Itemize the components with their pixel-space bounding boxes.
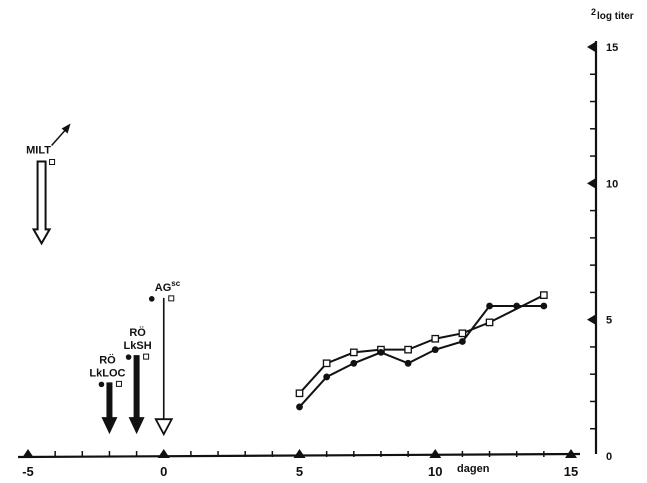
annotation-square-marker — [115, 380, 122, 387]
data-point-square — [540, 291, 548, 299]
data-point-square — [431, 334, 440, 343]
y-tick-label: 0 — [606, 451, 612, 463]
data-point-dot — [431, 346, 439, 354]
data-point-dot — [513, 302, 521, 310]
data-point-square — [349, 348, 358, 357]
y-major-tick-triangle — [587, 313, 597, 326]
x-axis-label: dagen — [457, 463, 490, 475]
data-point-square — [404, 345, 412, 354]
x-tick-label: 15 — [564, 464, 578, 479]
series-open-square — [295, 291, 548, 398]
x-major-tick-triangle — [565, 449, 577, 458]
annotation-dot-marker — [125, 354, 132, 360]
series-filled-circle — [296, 302, 548, 411]
annotation-label: AGsc — [155, 279, 181, 294]
filled-down-arrow — [128, 355, 145, 435]
data-point-dot — [323, 373, 331, 381]
annotation-arrow: MILT — [26, 123, 71, 246]
annotation-square-marker — [49, 159, 56, 166]
data-point-square — [295, 389, 304, 398]
open-down-arrow — [31, 160, 52, 246]
filled-down-arrow — [101, 382, 118, 435]
annotation-dot-marker — [98, 381, 105, 388]
diagonal-arrow-head — [61, 123, 71, 134]
data-point-square — [458, 329, 467, 338]
x-major-tick-triangle — [293, 449, 306, 458]
x-major-tick-triangle — [429, 449, 442, 458]
data-point-square — [322, 359, 331, 368]
data-point-dot — [350, 359, 358, 367]
x-major-tick-triangle — [22, 449, 34, 458]
open-arrow-head — [154, 418, 174, 437]
data-point-square — [485, 318, 494, 327]
series-line — [298, 305, 544, 408]
annotation-label-line1: RÖ — [129, 326, 146, 339]
annotation-label-line2: LkSH — [124, 340, 152, 352]
annotation-label: MILT — [26, 145, 51, 157]
data-point-dot — [377, 348, 385, 356]
y-tick-label: 5 — [606, 315, 612, 327]
series-line — [298, 294, 545, 394]
annotation-square-marker — [143, 353, 150, 360]
x-tick-label: 0 — [160, 464, 167, 479]
data-point-dot — [404, 359, 412, 367]
y-major-tick-triangle — [587, 41, 597, 53]
annotation-square-marker — [168, 295, 175, 302]
y-major-tick-triangle — [587, 177, 597, 190]
x-tick-label: -5 — [22, 464, 34, 479]
data-point-dot — [540, 302, 548, 310]
x-tick-label: 5 — [296, 464, 303, 479]
data-point-dot — [459, 338, 466, 345]
annotation-dot-marker — [148, 296, 155, 302]
annotation-label-line2: LkLOC — [89, 367, 125, 379]
x-major-tick-triangle — [157, 449, 170, 458]
y-tick-label: 10 — [606, 178, 618, 190]
x-tick-label: 10 — [428, 464, 442, 479]
y-tick-label: 15 — [606, 42, 618, 54]
data-point-dot — [486, 302, 493, 310]
annotation-label-line1: RÖ — [99, 353, 116, 366]
y-axis-label: 2log titer — [591, 7, 634, 22]
annotation-arrow: AGsc — [148, 279, 181, 437]
data-point-dot — [296, 403, 303, 411]
